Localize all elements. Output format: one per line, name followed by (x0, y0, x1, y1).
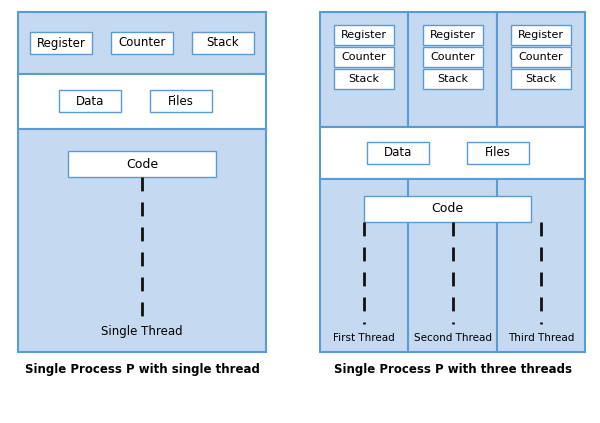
Bar (511, 69, 571, 89)
Bar (30, 32, 92, 54)
Bar (364, 196, 531, 222)
Text: Data: Data (76, 95, 104, 108)
Text: Register: Register (341, 30, 387, 40)
Text: Counter: Counter (430, 52, 475, 62)
Bar (467, 142, 529, 164)
Bar (409, 12, 497, 127)
Text: Code: Code (126, 157, 158, 170)
Bar (334, 47, 394, 67)
Text: Stack: Stack (526, 74, 556, 84)
Bar (192, 32, 254, 54)
Text: Single Thread: Single Thread (101, 326, 183, 338)
Text: Register: Register (37, 36, 85, 49)
Text: Data: Data (384, 146, 412, 159)
Bar (334, 69, 394, 89)
Bar (150, 91, 212, 113)
Bar (511, 25, 571, 45)
Bar (320, 127, 585, 179)
Bar (320, 179, 585, 352)
Bar (497, 12, 585, 127)
Bar (422, 69, 482, 89)
Bar (320, 12, 409, 127)
Text: Single Process P with single thread: Single Process P with single thread (25, 363, 259, 376)
Bar (511, 47, 571, 67)
Bar (111, 32, 173, 54)
Bar (18, 74, 266, 129)
Text: Third Thread: Third Thread (508, 333, 574, 343)
Text: Counter: Counter (518, 52, 563, 62)
Text: First Thread: First Thread (333, 333, 395, 343)
Text: Files: Files (168, 95, 194, 108)
Text: Counter: Counter (342, 52, 386, 62)
Bar (334, 25, 394, 45)
Text: Stack: Stack (349, 74, 380, 84)
Text: Counter: Counter (118, 36, 166, 49)
Bar (367, 142, 429, 164)
Bar (422, 47, 482, 67)
Bar (59, 91, 121, 113)
Bar (18, 12, 266, 74)
Bar (68, 151, 216, 177)
Text: Code: Code (431, 203, 464, 215)
Bar (18, 129, 266, 352)
Text: Stack: Stack (437, 74, 468, 84)
Text: Files: Files (485, 146, 511, 159)
Text: Single Process P with three threads: Single Process P with three threads (334, 363, 571, 376)
Text: Register: Register (430, 30, 476, 40)
Bar (422, 25, 482, 45)
Text: Second Thread: Second Thread (413, 333, 491, 343)
Text: Stack: Stack (206, 36, 239, 49)
Text: Register: Register (518, 30, 564, 40)
